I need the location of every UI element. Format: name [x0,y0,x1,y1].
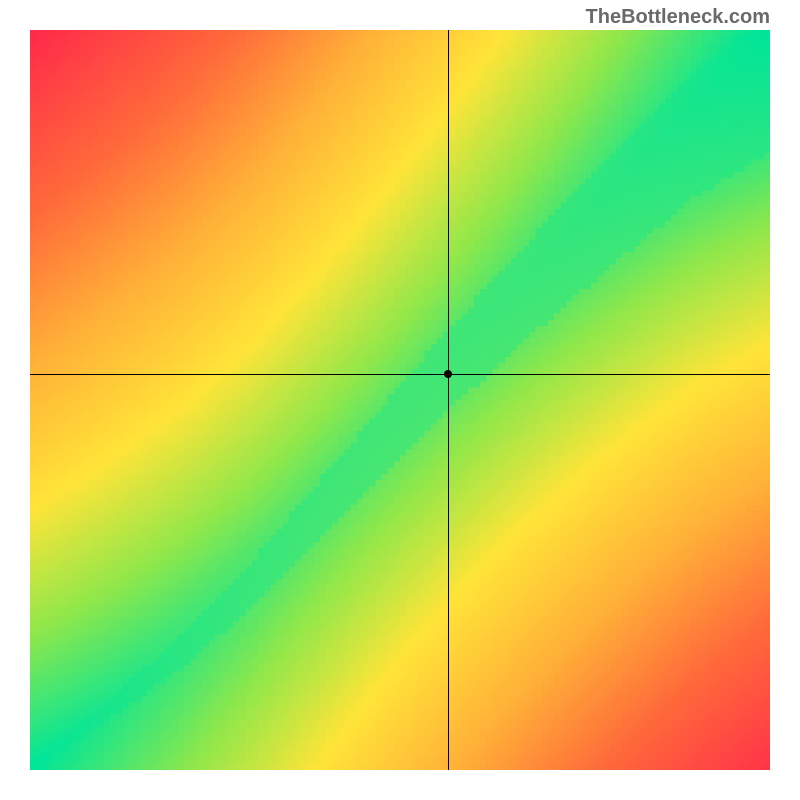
crosshair-horizontal [30,374,770,375]
watermark: TheBottleneck.com [586,6,770,29]
heatmap-canvas [30,30,770,770]
crosshair-vertical [448,30,449,770]
crosshair-marker [444,370,452,378]
heatmap-chart [30,30,770,770]
